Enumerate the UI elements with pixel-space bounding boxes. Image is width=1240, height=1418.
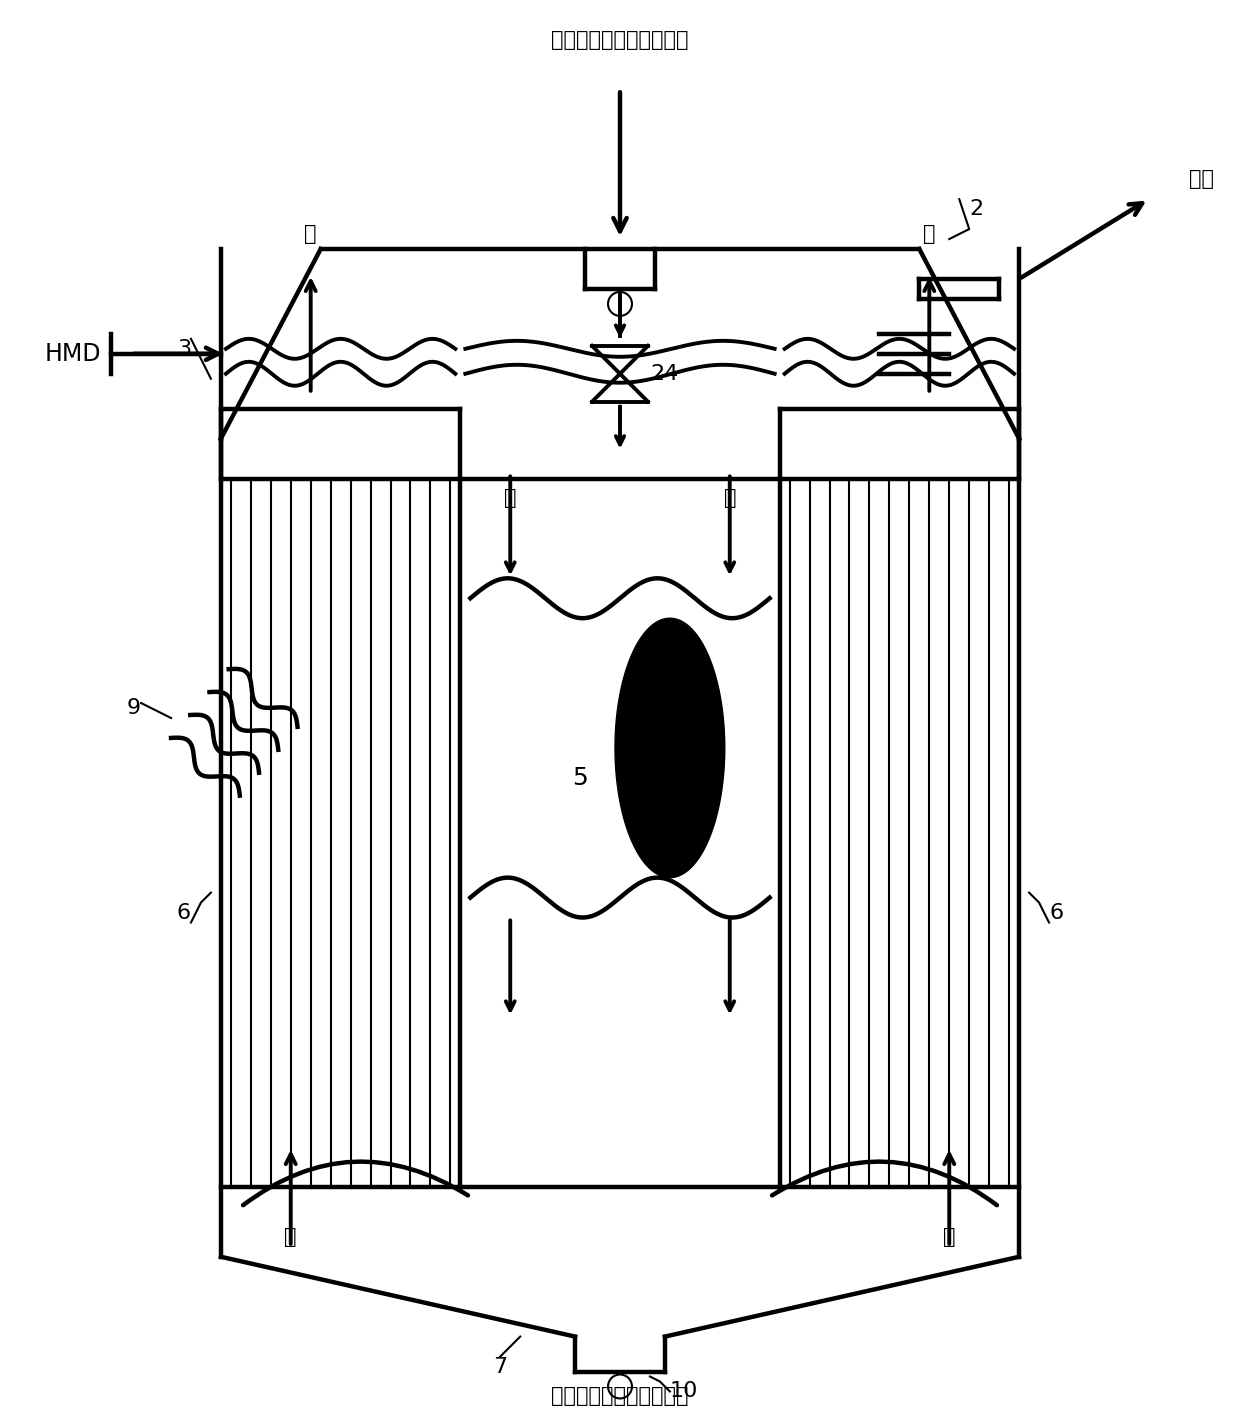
Text: 7: 7 <box>494 1357 507 1377</box>
Text: 液: 液 <box>942 1227 956 1246</box>
Text: 蔮汽: 蔮汽 <box>1189 169 1214 189</box>
Text: 通入下层内循环反应单元: 通入下层内循环反应单元 <box>552 1387 688 1407</box>
Text: 液: 液 <box>284 1227 298 1246</box>
Text: 气: 气 <box>923 224 935 244</box>
Text: HMD: HMD <box>45 342 102 366</box>
Text: 液: 液 <box>723 488 737 509</box>
Text: 液: 液 <box>503 488 517 509</box>
Text: 5: 5 <box>572 766 588 790</box>
Text: 6: 6 <box>1049 902 1063 923</box>
Text: 3: 3 <box>177 339 191 359</box>
Polygon shape <box>615 618 724 878</box>
Text: 24: 24 <box>650 364 678 384</box>
Text: 2: 2 <box>970 199 983 220</box>
Text: 6: 6 <box>177 902 191 923</box>
Text: 10: 10 <box>670 1381 698 1401</box>
Text: 9: 9 <box>126 698 141 718</box>
Text: 来自上层内循环反应单元: 来自上层内循环反应单元 <box>552 30 688 50</box>
Text: 气: 气 <box>305 224 317 244</box>
